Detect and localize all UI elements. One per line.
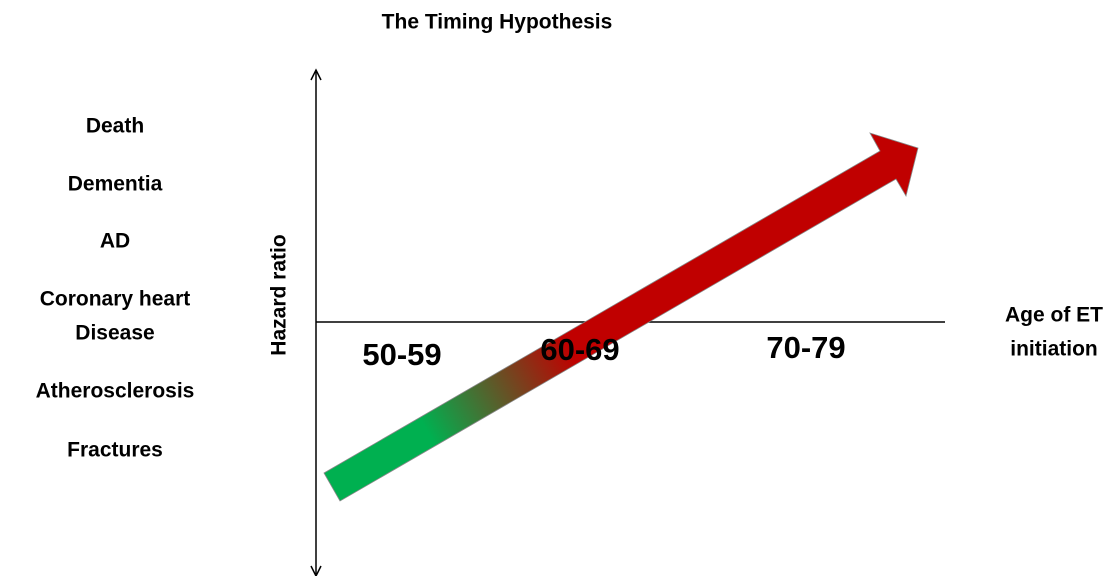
axis-arrowheads [310,68,322,576]
outcome-label: AD [100,230,130,253]
age-group: 70-79 [766,330,845,365]
outcome-label: Fractures [67,439,163,462]
outcome-list: Death Dementia AD Coronary heart Disease Athe… [36,115,195,462]
outcome-label: Disease [75,322,154,345]
age-group: 50-59 [362,337,441,372]
x-axis-label: Age of ET [1005,304,1103,327]
y-axis-label: Hazard ratio [268,234,291,355]
outcome-label: Death [86,115,144,138]
outcome-label: Atherosclerosis [36,380,195,403]
x-axis-label: initiation [1010,338,1098,361]
outcome-label: Dementia [68,173,163,196]
trend-arrow [323,132,919,502]
outcome-label: Coronary heart [40,288,191,311]
age-group: 60-69 [540,332,619,367]
title: The Timing Hypothesis [382,11,613,34]
